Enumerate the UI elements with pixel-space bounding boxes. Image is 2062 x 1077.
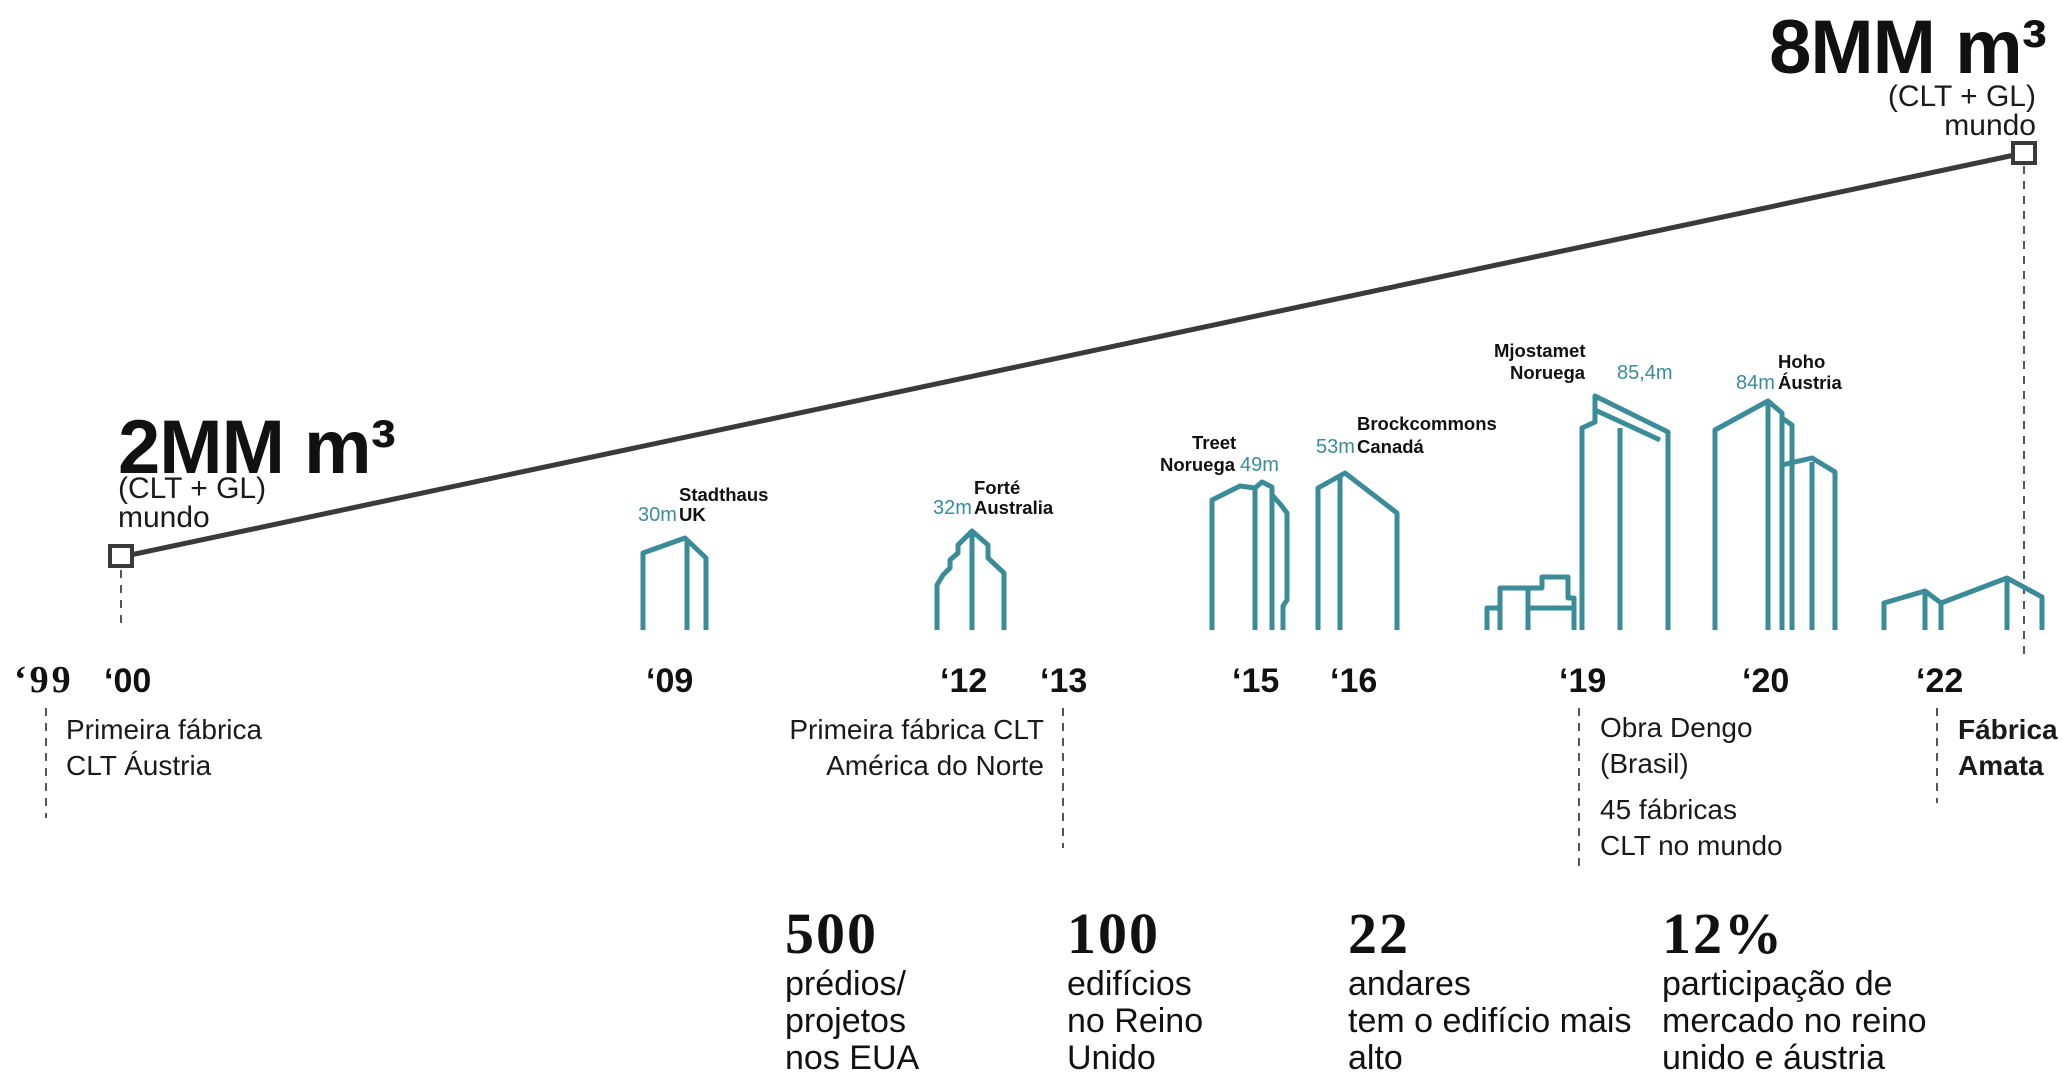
event-2000-line-2: CLT Áustria bbox=[66, 750, 212, 781]
start-volume-detail: (CLT + GL) bbox=[118, 472, 267, 505]
start-marker bbox=[108, 544, 134, 568]
end-volume-detail: (CLT + GL) bbox=[1887, 80, 2036, 113]
forte-outline bbox=[934, 528, 1007, 630]
event-2013-line-1: Primeira fábrica CLT bbox=[789, 714, 1044, 745]
stadthaus-country: UK bbox=[679, 504, 706, 525]
stat-floors-line-1: andares bbox=[1348, 965, 1471, 1003]
hoho-height: 84m bbox=[1736, 372, 1775, 394]
stat-uk-line-2: no Reino bbox=[1067, 1002, 1204, 1040]
year-2009: ‘09 bbox=[646, 662, 694, 700]
stat-usa-value: 500 bbox=[785, 901, 878, 966]
stat-market-line-1: participação de bbox=[1662, 965, 1893, 1003]
event-2019-factories-line-1: 45 fábricas bbox=[1600, 794, 1737, 825]
year-2012: ‘12 bbox=[940, 662, 988, 700]
brockcommons-name: Brockcommons bbox=[1357, 413, 1497, 434]
year-2000: ‘00 bbox=[104, 662, 152, 700]
treet-country: Noruega bbox=[1160, 454, 1236, 475]
forte-name: Forté bbox=[974, 477, 1021, 498]
stat-uk-line-3: Unido bbox=[1067, 1039, 1156, 1077]
end-marker bbox=[2011, 141, 2037, 165]
stat-floors-line-2: tem o edifício mais bbox=[1348, 1002, 1632, 1040]
year-2020: ‘20 bbox=[1742, 662, 1790, 700]
volume-trend-line bbox=[120, 150, 2025, 560]
year-2015: ‘15 bbox=[1232, 662, 1280, 700]
event-2019-dengo-line-2: (Brasil) bbox=[1600, 748, 1689, 779]
event-2019-factories-line-2: CLT no mundo bbox=[1600, 830, 1783, 861]
brockcommons-height: 53m bbox=[1316, 436, 1355, 458]
low-building-1 bbox=[1484, 585, 1577, 630]
stat-floors-line-3: alto bbox=[1348, 1039, 1403, 1077]
treet-outline bbox=[1209, 479, 1290, 630]
stat-market-value: 12% bbox=[1662, 901, 1784, 966]
forte-country: Australia bbox=[974, 497, 1054, 518]
year-2013: ‘13 bbox=[1040, 662, 1088, 700]
year-1999: ‘99 bbox=[14, 659, 74, 701]
mjostamet-outline bbox=[1579, 393, 1671, 630]
start-volume-scope: mundo bbox=[118, 501, 210, 534]
amata-outline bbox=[1881, 575, 2045, 630]
stat-market-line-3: unido e áustria bbox=[1662, 1039, 1886, 1077]
stadthaus-outline bbox=[640, 535, 709, 630]
year-2022: ‘22 bbox=[1916, 662, 1964, 700]
stat-uk-line-1: edifícios bbox=[1067, 965, 1192, 1003]
hoho-name: Hoho bbox=[1778, 351, 1826, 372]
event-2022-line-1: Fábrica bbox=[1958, 714, 2058, 745]
stat-usa-line-1: prédios/ bbox=[785, 965, 906, 1003]
stadthaus-height: 30m bbox=[638, 504, 677, 526]
event-2019-dengo-line-1: Obra Dengo bbox=[1600, 712, 1753, 743]
event-2013-line-2: América do Norte bbox=[826, 750, 1044, 781]
stat-usa-line-3: nos EUA bbox=[785, 1039, 920, 1077]
hoho-country: Áustria bbox=[1778, 372, 1842, 393]
year-2019: ‘19 bbox=[1559, 662, 1607, 700]
end-volume-scope: mundo bbox=[1944, 109, 2036, 142]
end-volume-value: 8MM m³ bbox=[1769, 5, 2047, 90]
mjostamet-country: Noruega bbox=[1510, 362, 1586, 383]
stat-floors-value: 22 bbox=[1348, 901, 1410, 966]
stat-market-line-2: mercado no reino bbox=[1662, 1002, 1927, 1040]
event-2000-line-1: Primeira fábrica bbox=[66, 714, 263, 745]
low-building-2 bbox=[1528, 574, 1577, 608]
hoho-outline bbox=[1712, 398, 1838, 630]
brockcommons-outline bbox=[1315, 470, 1400, 630]
treet-height: 49m bbox=[1240, 454, 1279, 476]
stadthaus-name: Stadthaus bbox=[679, 484, 769, 505]
brockcommons-country: Canadá bbox=[1357, 436, 1424, 457]
event-2022-line-2: Amata bbox=[1958, 750, 2044, 781]
treet-name: Treet bbox=[1192, 432, 1237, 453]
mjostamet-height: 85,4m bbox=[1617, 362, 1673, 384]
forte-height: 32m bbox=[933, 497, 972, 519]
stat-usa-line-2: projetos bbox=[785, 1002, 906, 1040]
year-2016: ‘16 bbox=[1330, 662, 1378, 700]
mjostamet-name: Mjostamet bbox=[1494, 340, 1586, 361]
stat-uk-value: 100 bbox=[1067, 901, 1160, 966]
start-volume-value: 2MM m³ bbox=[118, 405, 396, 490]
